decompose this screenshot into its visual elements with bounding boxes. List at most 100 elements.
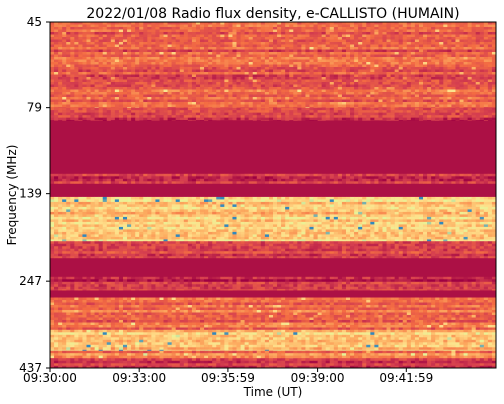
heatmap-cell <box>467 54 472 58</box>
heatmap-cell <box>224 94 229 98</box>
heatmap-cell <box>82 110 87 113</box>
heatmap-cell <box>418 39 424 43</box>
heatmap-cell <box>171 117 176 121</box>
heatmap-cell <box>321 79 326 83</box>
heatmap-cell <box>370 32 375 35</box>
heatmap-cell <box>366 27 371 30</box>
heatmap-cell <box>110 178 116 182</box>
heatmap-cell <box>305 67 310 70</box>
heatmap-cell <box>252 84 258 88</box>
heatmap-cell <box>151 54 156 58</box>
heatmap-cell <box>212 32 217 35</box>
heatmap-cell <box>187 97 193 100</box>
heatmap-cell <box>423 22 428 25</box>
heatmap-cell <box>118 84 124 88</box>
heatmap-cell <box>362 39 367 43</box>
heatmap-cell <box>216 117 221 121</box>
heatmap-cell <box>386 24 391 28</box>
heatmap-cell <box>273 120 278 121</box>
heatmap-cell <box>110 57 116 60</box>
heatmap-cell <box>212 24 217 28</box>
heatmap-cell <box>414 69 420 73</box>
heatmap-cell <box>321 181 326 184</box>
heatmap-cell <box>78 99 83 103</box>
heatmap-cell <box>232 178 237 182</box>
heatmap-cell <box>232 54 237 58</box>
heatmap-cell <box>406 29 412 33</box>
heatmap-cell <box>118 42 124 45</box>
heatmap-cell <box>102 42 108 45</box>
heatmap-cell <box>435 39 440 43</box>
heatmap-cell <box>273 102 278 105</box>
heatmap-cell <box>301 178 306 182</box>
heatmap-cell <box>350 69 355 73</box>
heatmap-cell <box>240 54 245 58</box>
heatmap-cell <box>337 82 343 85</box>
heatmap-cell <box>366 42 371 45</box>
heatmap-cell <box>90 120 95 121</box>
heatmap-cell <box>82 52 87 55</box>
heatmap-cell <box>70 54 75 58</box>
heatmap-cell <box>358 107 363 108</box>
heatmap-cell <box>321 24 326 28</box>
heatmap-cell <box>228 22 233 25</box>
heatmap-cell <box>491 47 496 50</box>
heatmap-cell <box>208 77 213 80</box>
heatmap-cell <box>236 62 241 65</box>
heatmap-cell <box>491 79 496 83</box>
heatmap-cell <box>122 72 128 75</box>
heatmap-cell <box>459 52 464 55</box>
heatmap-cell <box>325 77 331 80</box>
heatmap-cell <box>147 54 152 58</box>
heatmap-cell <box>382 176 387 180</box>
heatmap-cell <box>236 69 241 73</box>
heatmap-cell <box>240 89 245 93</box>
heatmap-cell <box>106 79 112 83</box>
heatmap-cell <box>467 99 472 103</box>
heatmap-cell <box>459 176 464 180</box>
heatmap-cell <box>256 29 262 33</box>
heatmap-cell <box>451 32 456 35</box>
heatmap-cell <box>297 34 302 38</box>
heatmap-cell <box>252 107 258 111</box>
heatmap-cell <box>471 42 477 45</box>
heatmap-cell <box>273 89 278 93</box>
heatmap-cell <box>179 52 185 55</box>
heatmap-cell <box>110 87 116 90</box>
heatmap-cell <box>240 173 245 177</box>
heatmap-cell <box>155 37 160 40</box>
heatmap-cell <box>414 22 420 25</box>
heatmap-cell <box>228 117 233 121</box>
heatmap-cell <box>143 82 148 85</box>
heatmap-cell <box>216 44 221 48</box>
heatmap-cell <box>204 92 209 95</box>
heatmap-cell <box>301 117 306 121</box>
heatmap-cell <box>78 79 83 83</box>
heatmap-cell <box>410 34 416 38</box>
heatmap-cell <box>106 173 112 177</box>
heatmap-cell <box>244 178 249 182</box>
heatmap-cell <box>390 107 395 108</box>
heatmap-cell <box>418 29 424 33</box>
heatmap-cell <box>195 110 201 113</box>
heatmap-cell <box>439 24 444 28</box>
heatmap-cell <box>122 79 128 83</box>
heatmap-cell <box>378 97 383 100</box>
heatmap-cell <box>471 29 477 33</box>
heatmap-cell <box>122 94 128 98</box>
heatmap-cell <box>127 99 132 103</box>
heatmap-cell <box>256 57 262 60</box>
heatmap-cell <box>333 54 339 58</box>
heatmap-cell <box>118 29 124 33</box>
heatmap-cell <box>171 87 176 90</box>
heatmap-cell <box>171 99 176 103</box>
heatmap-cell <box>232 107 237 108</box>
heatmap-cell <box>423 117 428 121</box>
heatmap-cell <box>406 107 412 111</box>
heatmap-cell <box>114 22 120 25</box>
heatmap-cell <box>167 34 172 38</box>
heatmap-cell <box>459 24 464 28</box>
heatmap-cell <box>313 72 318 75</box>
heatmap-cell <box>358 29 363 33</box>
heatmap-cell <box>333 49 339 53</box>
